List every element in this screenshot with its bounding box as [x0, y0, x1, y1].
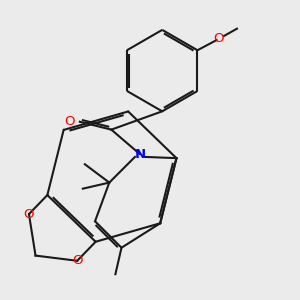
- Text: O: O: [213, 32, 224, 45]
- Text: O: O: [24, 208, 34, 220]
- Text: N: N: [134, 148, 146, 160]
- Text: O: O: [64, 115, 75, 128]
- Text: O: O: [72, 254, 83, 267]
